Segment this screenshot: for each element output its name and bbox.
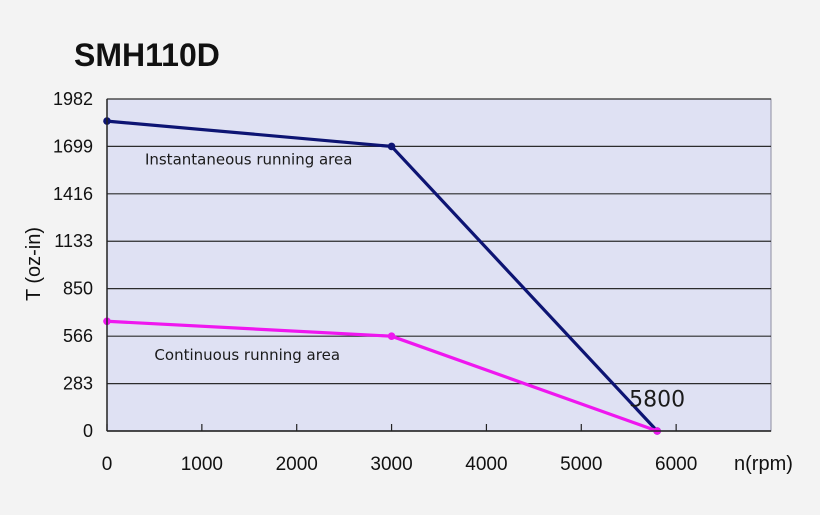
y-tick-label-7: 1982 [53, 89, 93, 109]
y-tick-label-4: 1133 [54, 231, 93, 251]
x-tick-label-5: 5000 [560, 454, 602, 475]
instantaneous-area-label: Instantaneous running area [145, 151, 353, 169]
chart-title: SMH110D [74, 37, 220, 73]
axis-ticks-group: 0 283 566 850 1133 1416 1699 1982 0 1000 2000 3000 4… [53, 89, 771, 475]
x-axis-label: n(rpm) [734, 453, 793, 475]
x-tick-label-6: 6000 [655, 454, 697, 475]
y-tick-label-1: 283 [63, 374, 93, 394]
x-tick-label-0: 0 [102, 454, 113, 475]
labels-group: Instantaneous running area Continuous run… [145, 151, 685, 413]
x-tick-label-1: 1000 [181, 454, 223, 475]
endpoint-label: 5800 [629, 388, 685, 413]
series-group [103, 117, 661, 435]
series-1-point-1 [387, 332, 396, 340]
y-tick-label-0: 0 [83, 421, 93, 441]
x-tick-label-3: 3000 [370, 454, 412, 475]
series-0-point-1 [387, 142, 396, 151]
y-tick-label-6: 1699 [53, 136, 93, 156]
y-tick-label-2: 566 [63, 326, 93, 346]
y-axis-label: T (oz-in) [23, 227, 45, 301]
x-tick-label-4: 4000 [465, 454, 507, 475]
y-tick-label-5: 1416 [53, 184, 93, 204]
y-tick-label-3: 850 [63, 279, 93, 299]
continuous-area-label: Continuous running area [154, 346, 340, 364]
plot-area [106, 98, 772, 432]
plot-area-group [106, 98, 772, 432]
x-tick-label-2: 2000 [276, 454, 318, 475]
